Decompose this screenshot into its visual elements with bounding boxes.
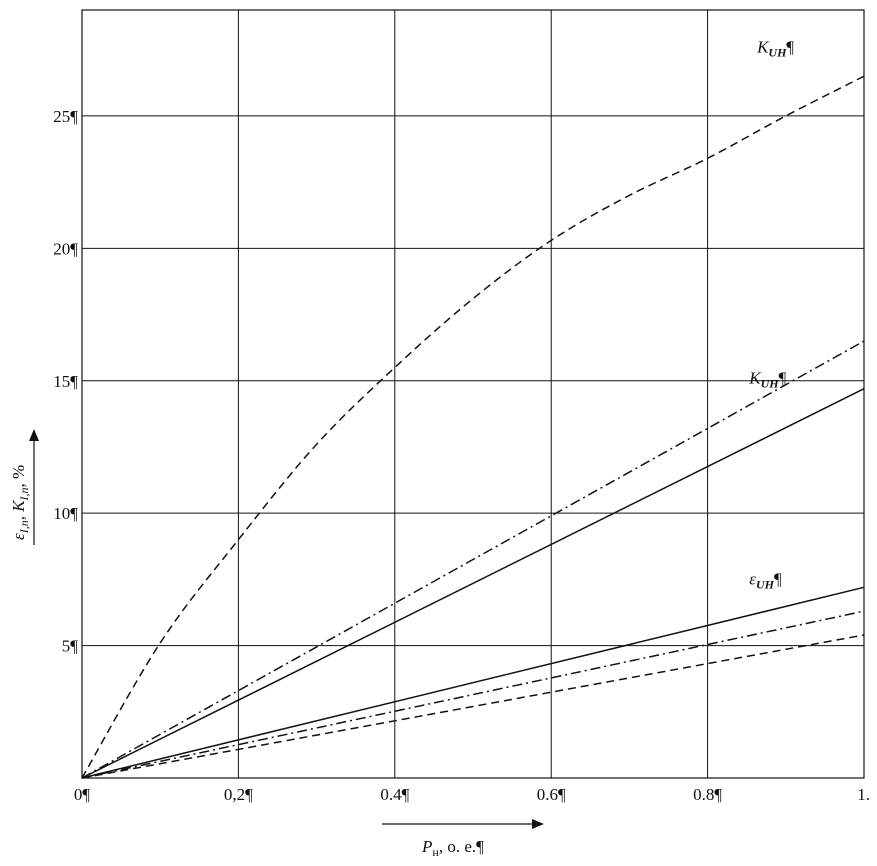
x-tick-label: 0¶ bbox=[74, 785, 91, 804]
x-tick-label: 0,2¶ bbox=[224, 785, 253, 804]
annotations: KUH¶ KUH¶ εUH¶ bbox=[748, 37, 794, 591]
curve-label-3: εUH¶ bbox=[749, 570, 782, 592]
tick-labels: 0¶ 0,2¶ 0.4¶ 0.6¶ 0.8¶ 1. 5¶ 10¶ 15¶ 20¶ 25¶ bbox=[53, 107, 870, 804]
x-tick-label: 0.8¶ bbox=[693, 785, 722, 804]
series-line-5 bbox=[81, 610, 865, 779]
series-line-2 bbox=[81, 340, 865, 779]
grid bbox=[82, 10, 864, 778]
y-axis-arrow bbox=[29, 429, 39, 441]
y-tick-label: 10¶ bbox=[53, 504, 78, 523]
curve-label-2: KUH¶ bbox=[748, 368, 786, 390]
x-axis-label: Pн, о. е.¶ bbox=[421, 837, 484, 859]
y-axis-label: εI,n, KI,n, % bbox=[9, 465, 31, 540]
x-axis-label-group: Pн, о. е.¶ bbox=[382, 819, 544, 859]
x-tick-label: 1. bbox=[857, 785, 870, 804]
series-group bbox=[81, 75, 865, 779]
x-axis-arrow bbox=[532, 819, 544, 829]
x-tick-label: 0.4¶ bbox=[380, 785, 409, 804]
y-tick-label: 5¶ bbox=[62, 637, 79, 656]
y-axis-label-group: εI,n, KI,n, % bbox=[9, 429, 39, 545]
x-tick-label: 0.6¶ bbox=[537, 785, 566, 804]
series-line-3 bbox=[81, 388, 865, 779]
series-line-4 bbox=[81, 586, 865, 779]
series-line-1 bbox=[81, 75, 865, 779]
series-line-6 bbox=[81, 634, 865, 779]
y-tick-label: 15¶ bbox=[53, 372, 78, 391]
plot-frame bbox=[81, 9, 865, 779]
curve-label-1: KUH¶ bbox=[756, 37, 794, 59]
y-tick-label: 25¶ bbox=[53, 107, 78, 126]
y-tick-label: 20¶ bbox=[53, 239, 78, 258]
